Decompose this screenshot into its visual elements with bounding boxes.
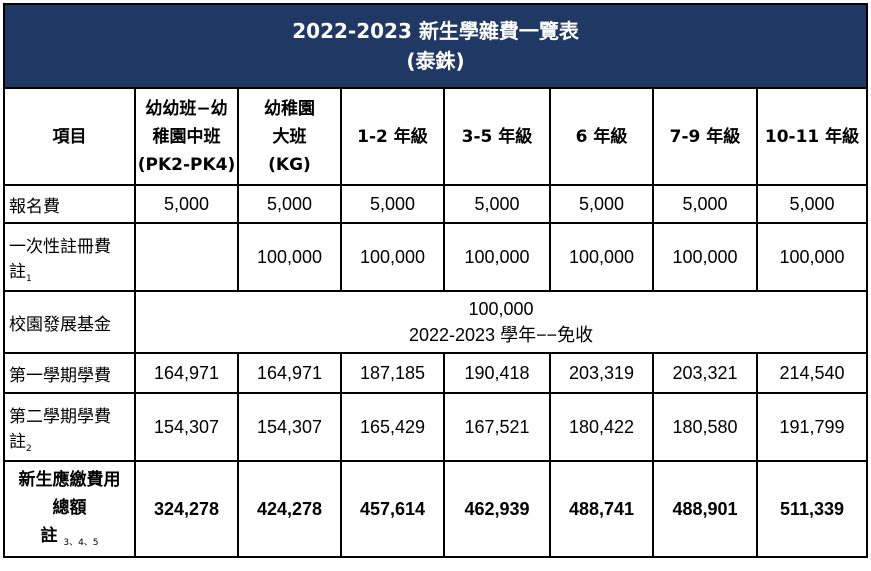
cell-value: 100,000 (652, 222, 758, 292)
cell-value: 100,000 (443, 222, 551, 292)
note-mark: 註 (9, 432, 26, 452)
label-term2: 第二學期學費 註2 (3, 392, 136, 462)
cell-total: 511,339 (755, 460, 869, 558)
cell-value: 167,521 (443, 392, 551, 462)
cell-value: 100,000 (755, 222, 869, 292)
cell-value: 164,971 (134, 352, 239, 394)
header-grade-10-11: 10-11 年級 (755, 87, 869, 186)
cell-total: 324,278 (134, 460, 239, 558)
label-registration: 報名費 (3, 184, 136, 224)
cell-value: 180,422 (549, 392, 654, 462)
cell-value: 5,000 (134, 184, 239, 224)
cell-total: 462,939 (443, 460, 551, 558)
cell-value: 203,319 (549, 352, 654, 394)
note-number: 2 (26, 444, 32, 454)
label-total-line3: 註 3、4、5 (5, 522, 134, 553)
cell-value: 100,000 (549, 222, 654, 292)
row-development: 校園發展基金 100,000 2022-2023 學年−−免收 (3, 290, 869, 354)
header-pk2-pk4: 幼幼班−幼 稚園中班 (PK2-PK4) (134, 87, 239, 186)
header-grade-3-5: 3-5 年級 (443, 87, 551, 186)
cell-value: 165,429 (340, 392, 445, 462)
label-term1: 第一學期學費 (3, 352, 136, 394)
cell-value: 5,000 (652, 184, 758, 224)
header-pk-line3: (PK2-PK4) (137, 154, 236, 175)
cell-value: 154,307 (134, 392, 239, 462)
cell-value: 180,580 (652, 392, 758, 462)
title-row: 2022-2023 新生學雜費一覽表 (泰銖) (2, 3, 869, 89)
label-total: 新生應繳費用 總額 註 3、4、5 (3, 460, 136, 558)
development-note: 2022-2023 學年−−免收 (408, 325, 594, 345)
development-merged-cell: 100,000 2022-2023 學年−−免收 (133, 290, 869, 354)
cell-value: 5,000 (237, 184, 342, 224)
header-grade-1-2: 1-2 年級 (340, 87, 445, 186)
row-enrollment: 一次性註冊費 註1 100,000 100,000 100,000 100,00… (3, 222, 869, 292)
fee-table: 2022-2023 新生學雜費一覽表 (泰銖) 項目 幼幼班−幼 稚園中班 (P… (2, 3, 869, 558)
row-total: 新生應繳費用 總額 註 3、4、5 324,278 424,278 457,61… (3, 460, 869, 558)
note-number: 1 (26, 274, 32, 284)
cell-total: 488,901 (652, 460, 758, 558)
label-total-line1: 新生應繳費用 (18, 469, 121, 490)
row-registration: 報名費 5,000 5,000 5,000 5,000 5,000 5,000 … (3, 184, 869, 224)
header-grade-6: 6 年級 (549, 87, 654, 186)
row-term2: 第二學期學費 註2 154,307 154,307 165,429 167,52… (3, 392, 869, 462)
cell-value: 214,540 (755, 352, 869, 394)
note-number: 3、4、5 (63, 537, 99, 548)
cell-value: 5,000 (549, 184, 654, 224)
row-term1: 第一學期學費 164,971 164,971 187,185 190,418 2… (3, 352, 869, 394)
label-term2-line1: 第二學期學費 (9, 407, 111, 427)
header-pk-line2: 稚園中班 (152, 126, 221, 147)
cell-value: 164,971 (237, 352, 342, 394)
cell-value: 187,185 (340, 352, 445, 394)
cell-total: 457,614 (340, 460, 445, 558)
header-grade-7-9: 7-9 年級 (652, 87, 758, 186)
cell-value: 5,000 (755, 184, 869, 224)
cell-value: 203,321 (652, 352, 758, 394)
label-enrollment: 一次性註冊費 註1 (3, 222, 136, 292)
fee-table-wrapper: 2022-2023 新生學雜費一覽表 (泰銖) 項目 幼幼班−幼 稚園中班 (P… (2, 3, 869, 558)
cell-value: 191,799 (755, 392, 869, 462)
note-mark: 註 (40, 525, 58, 546)
cell-total: 424,278 (237, 460, 342, 558)
cell-value: 154,307 (237, 392, 342, 462)
cell-value: 190,418 (443, 352, 551, 394)
label-enrollment-line2: 註1 (9, 257, 134, 284)
header-kg-line2: 大班 (272, 126, 307, 147)
cell-value: 100,000 (340, 222, 445, 292)
cell-total: 488,741 (549, 460, 654, 558)
cell-value (134, 222, 239, 292)
note-mark: 註 (9, 262, 26, 282)
header-kg-line1: 幼稚園 (264, 98, 315, 119)
cell-value: 5,000 (443, 184, 551, 224)
table-title: 2022-2023 新生學雜費一覽表 (泰銖) (2, 3, 869, 89)
label-development: 校園發展基金 (3, 290, 136, 354)
title-line1: 2022-2023 新生學雜費一覽表 (292, 19, 579, 43)
header-pk-line1: 幼幼班−幼 (145, 98, 228, 119)
cell-value: 5,000 (340, 184, 445, 224)
header-row: 項目 幼幼班−幼 稚園中班 (PK2-PK4) 幼稚園 大班 (KG) 1-2 … (3, 87, 869, 186)
header-item: 項目 (3, 87, 136, 186)
header-kg-line3: (KG) (268, 154, 311, 175)
cell-value: 100,000 (237, 222, 342, 292)
label-term2-line2: 註2 (9, 427, 134, 454)
title-line2: (泰銖) (406, 49, 465, 73)
label-total-line2: 總額 (52, 497, 87, 518)
label-enrollment-line1: 一次性註冊費 (9, 237, 111, 257)
header-kg: 幼稚園 大班 (KG) (237, 87, 342, 186)
development-value: 100,000 (468, 299, 534, 319)
